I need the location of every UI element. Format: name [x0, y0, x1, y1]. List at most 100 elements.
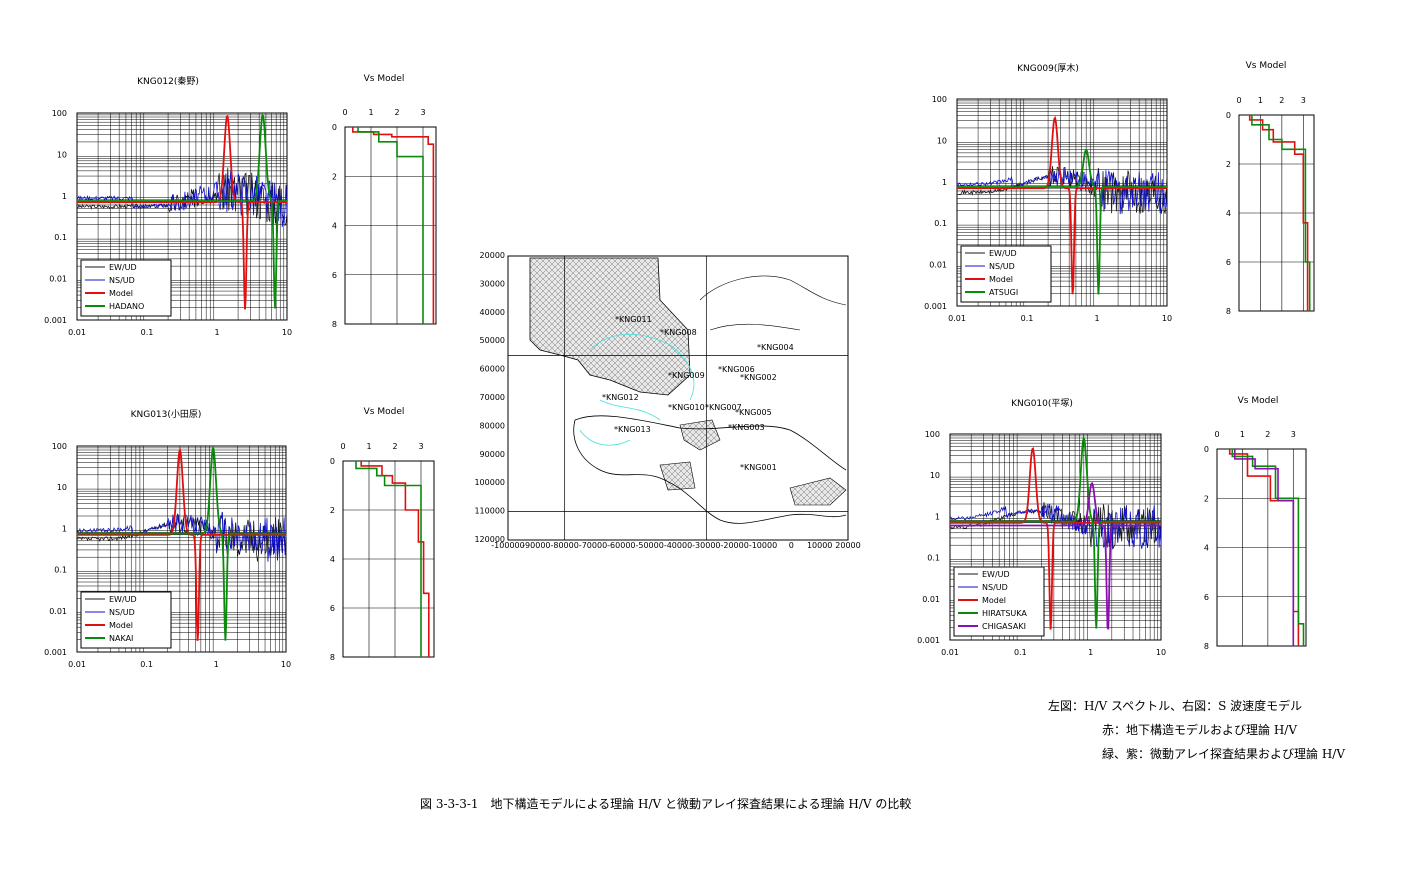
plot-frame: [76, 445, 287, 653]
array-curve: [957, 148, 1167, 295]
y-tick-label: 1: [62, 524, 67, 533]
x-tick-label: -50000: [635, 541, 663, 550]
x-tick-label: 3: [1291, 430, 1296, 439]
legend: EW/UD NS/UD Model HIRATSUKA CHIGASAKI: [953, 566, 1045, 637]
legend-label: Model: [109, 289, 133, 298]
y-tick-label: 2: [332, 172, 337, 181]
river-line: [579, 333, 695, 446]
array-curve: [77, 112, 287, 309]
x-tick-label: 2: [1265, 430, 1270, 439]
chart-title: Vs Model: [363, 407, 405, 417]
x-tick-label: -60000: [607, 541, 635, 550]
y-tick-label: 0: [330, 457, 335, 466]
y-tick-label: 50000: [480, 336, 505, 345]
y-tick-label: 100: [925, 430, 940, 439]
x-tick-label: 1: [368, 108, 373, 117]
x-tick-label: 2: [392, 442, 397, 451]
y-tick-label: 2: [330, 506, 335, 515]
x-tick-label: 0.1: [141, 328, 154, 337]
x-tick-label: -30000: [692, 541, 720, 550]
model-curve: [950, 447, 1161, 630]
legend-label: EW/UD: [109, 595, 137, 604]
x-tick-label: -80000: [550, 541, 578, 550]
y-tick-label: 0.01: [49, 607, 67, 616]
y-tick-label: 40000: [480, 308, 505, 317]
x-tick-label: 3: [420, 108, 425, 117]
station-label: *KNG003: [728, 423, 765, 432]
chart-title: KNG013(小田原): [130, 410, 202, 420]
x-tick-label: 10: [1156, 648, 1166, 657]
y-tick-label: 1: [62, 192, 67, 201]
y-tick-label: 1: [942, 178, 947, 187]
x-tick-label: -90000: [522, 541, 550, 550]
y-tick-label: 2: [1226, 160, 1231, 169]
x-tick-label: 1: [214, 328, 219, 337]
x-tick-label: 1: [1258, 96, 1263, 105]
x-tick-label: 10: [282, 328, 292, 337]
plot-frame: [956, 98, 1168, 307]
vs-profile-nakai: [355, 461, 422, 657]
y-tick-label: 6: [332, 271, 337, 280]
note-line-2: 赤：地下構造モデルおよび理論 H/V: [1102, 723, 1297, 737]
legend-box: [953, 566, 1045, 637]
station-label: *KNG011: [615, 315, 652, 324]
y-tick-label: 100: [932, 95, 947, 104]
hatched-zone: [529, 257, 691, 396]
legend-label: NS/UD: [982, 583, 1008, 592]
legend-label: EW/UD: [109, 263, 137, 272]
y-tick-label: 120000: [474, 535, 505, 544]
x-tick-label: 2: [394, 108, 399, 117]
y-tick-label: 4: [1204, 544, 1209, 553]
chart-title: KNG010(平塚): [1011, 399, 1073, 409]
y-tick-label: 0.001: [44, 648, 67, 657]
x-tick-label: 0.1: [1021, 314, 1034, 323]
x-tick-label: 0.01: [941, 648, 959, 657]
legend-label: NAKAI: [109, 634, 133, 643]
legend-label: Model: [982, 596, 1006, 605]
x-tick-label: -20000: [720, 541, 748, 550]
y-tick-label: 0.1: [54, 566, 67, 575]
chart-title: Vs Model: [1237, 396, 1279, 406]
y-tick-label: 0.001: [924, 302, 947, 311]
y-tick-label: 0.1: [927, 554, 940, 563]
y-tick-label: 8: [1226, 307, 1231, 316]
ew-ud-curve: [76, 511, 287, 562]
x-tick-label: 0: [1236, 96, 1241, 105]
x-tick-label: 1: [214, 660, 219, 669]
y-tick-label: 6: [1226, 258, 1231, 267]
station-label: *KNG004: [757, 343, 794, 352]
station-label: *KNG009: [668, 371, 705, 380]
ns-ud-curve: [76, 169, 288, 228]
y-tick-label: 10: [937, 136, 947, 145]
legend-label: ATSUGI: [989, 288, 1018, 297]
vs-profile-model: [360, 461, 430, 657]
legend: EW/UD NS/UD Model NAKAI: [80, 591, 172, 649]
y-tick-label: 4: [1226, 209, 1231, 218]
y-tick-label: 90000: [480, 450, 505, 459]
x-tick-label: -70000: [579, 541, 607, 550]
x-tick-label: 1: [1094, 314, 1099, 323]
y-tick-label: 110000: [474, 507, 505, 516]
plot-frame: [949, 433, 1162, 641]
y-tick-label: 10: [57, 483, 67, 492]
model-curve: [77, 114, 287, 310]
y-tick-label: 100: [52, 442, 67, 451]
legend-label: Model: [109, 621, 133, 630]
x-tick-label: 1: [1240, 430, 1245, 439]
note-line-3: 緑、紫：微動アレイ探査結果および理論 H/V: [1102, 747, 1345, 761]
y-tick-label: 70000: [480, 393, 505, 402]
y-tick-label: 8: [330, 653, 335, 662]
y-tick-label: 0: [1204, 445, 1209, 454]
y-tick-label: 6: [330, 604, 335, 613]
legend-label: NS/UD: [109, 608, 135, 617]
legend-label: Model: [989, 275, 1013, 284]
y-tick-label: 80000: [480, 421, 505, 430]
x-tick-label: 0.1: [1014, 648, 1027, 657]
y-tick-label: 100000: [474, 478, 505, 487]
legend-label: HADANO: [109, 302, 144, 311]
vs-profile-hadano: [357, 127, 424, 324]
hatched-zone: [659, 461, 696, 491]
